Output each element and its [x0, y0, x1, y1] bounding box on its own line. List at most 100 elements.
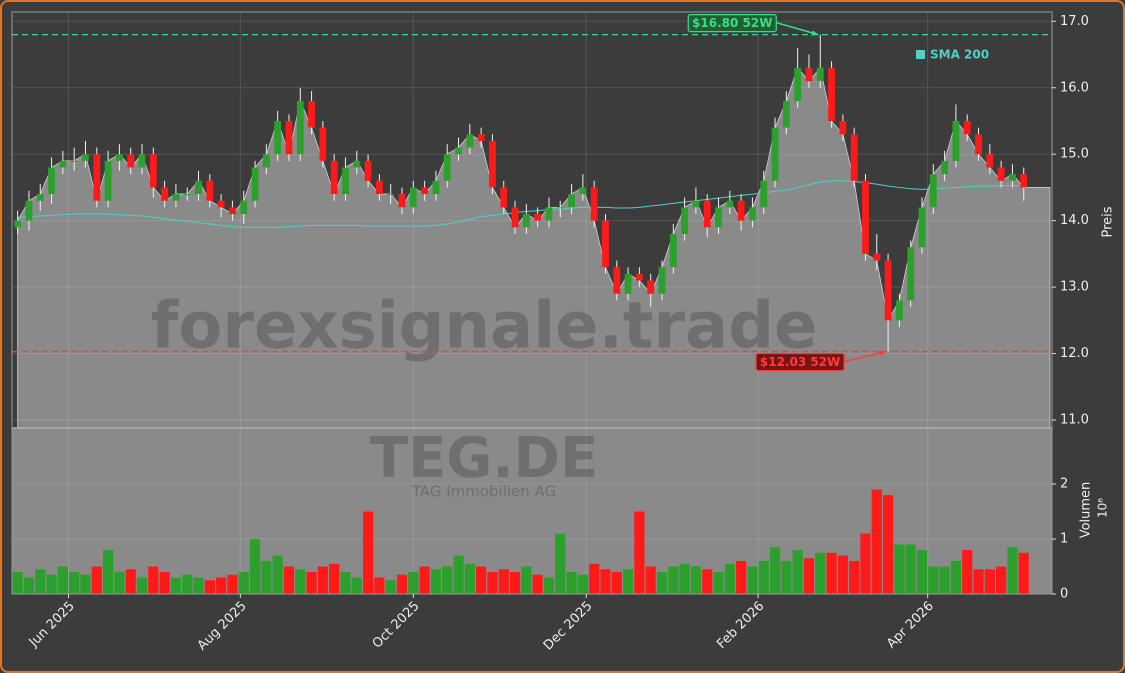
candle-body [149, 154, 157, 188]
volume-bar [487, 572, 498, 594]
y-tick-label: 11.0 [1060, 413, 1089, 428]
candle-body [172, 194, 180, 201]
candle-body [816, 67, 824, 82]
volume-bar [216, 577, 227, 594]
volume-bar [781, 561, 792, 594]
volume-bar [962, 550, 973, 594]
candle-body [262, 154, 270, 168]
volume-bar [883, 495, 894, 594]
candle-body [25, 200, 33, 221]
volume-bar [136, 577, 148, 594]
candle-body [116, 154, 123, 161]
volume-bar [939, 566, 950, 594]
x-tick-label: Oct 2025 [370, 599, 423, 652]
candle-body [93, 154, 101, 201]
candle-body [545, 207, 553, 221]
candle-body [522, 214, 530, 228]
volume-bar [690, 566, 701, 594]
candle-body [794, 67, 802, 102]
x-tick-label: Jun 2025 [26, 599, 78, 651]
volume-bar [498, 569, 509, 594]
candle-body [138, 154, 146, 168]
candle-body [669, 233, 677, 268]
volume-bar [736, 561, 747, 594]
watermark-symbol: TEG.DE [370, 426, 598, 491]
volume-bar [261, 561, 272, 594]
volume-bar [329, 563, 340, 594]
volume-bar [792, 550, 803, 594]
y-tick-label: 16.0 [1060, 80, 1089, 95]
y-tick-label: 2 [1060, 477, 1068, 492]
volume-bar [419, 566, 430, 594]
volume-bar [849, 561, 860, 594]
candle-body [907, 247, 915, 301]
candle-body [602, 220, 609, 268]
candle-body [658, 267, 666, 294]
volume-bar [351, 577, 362, 594]
candle-body [579, 187, 587, 195]
candle-body [782, 101, 790, 128]
volume-bar [803, 558, 815, 594]
volume-multiplier: 10⁶ [1096, 498, 1110, 518]
candle-body [296, 101, 304, 155]
volume-axis-label: Volumen [1079, 482, 1094, 539]
volume-bar [464, 563, 475, 594]
volume-bar [747, 566, 758, 594]
volume-bar [12, 572, 23, 594]
volume-bar [453, 555, 464, 594]
volume-bar [46, 574, 57, 594]
volume-bar [668, 566, 679, 594]
candle-body [48, 167, 55, 195]
volume-bar [430, 569, 441, 594]
volume-bar [996, 566, 1007, 594]
candle-body [839, 120, 847, 135]
volume-bar [91, 566, 102, 594]
volume-bar [193, 577, 204, 594]
volume-bar [724, 563, 735, 594]
candle-body [274, 120, 282, 155]
volume-bar [928, 566, 939, 594]
volume-bar [1018, 552, 1029, 594]
plot-border [11, 11, 1053, 595]
candle-body [342, 167, 349, 195]
annotation-label: $12.03 52W [760, 355, 840, 369]
volume-bar [125, 569, 136, 594]
candle-body [975, 134, 982, 155]
volume-bar [826, 552, 837, 594]
volume-bar [272, 555, 283, 594]
volume-bar [521, 566, 532, 594]
volume-bar [283, 566, 295, 594]
annotation-arrow [776, 21, 819, 36]
volume-bar [238, 572, 249, 594]
candle-body [862, 180, 869, 254]
volume-bar [634, 511, 645, 594]
x-tick-label: Feb 2026 [714, 599, 767, 652]
candle-body [70, 160, 78, 162]
volume-bar [182, 574, 193, 594]
annotation-arrow [843, 350, 887, 363]
volume-bar [702, 569, 713, 594]
volume-bar [385, 580, 396, 594]
volume-bar [159, 572, 170, 594]
candle-body [353, 160, 361, 168]
y-tick-label: 13.0 [1060, 280, 1089, 295]
candle-body [1020, 174, 1028, 188]
candle-body [104, 160, 112, 201]
candle-body [217, 200, 225, 208]
volume-bar [408, 572, 419, 594]
candle-body [534, 214, 542, 221]
annotation-arrowhead [811, 30, 819, 36]
volume-bar [555, 533, 566, 594]
volume-bar [57, 566, 68, 594]
volume-bar [905, 544, 916, 594]
candle-body [647, 280, 655, 294]
y-tick-label: 15.0 [1060, 147, 1089, 162]
candle-body [477, 134, 485, 141]
candle-body [161, 187, 168, 201]
volume-bar [623, 569, 634, 594]
candle-body [489, 140, 496, 188]
volume-bar [148, 566, 159, 594]
volume-bar [713, 572, 724, 594]
annotation-label: $16.80 52W [692, 16, 772, 30]
